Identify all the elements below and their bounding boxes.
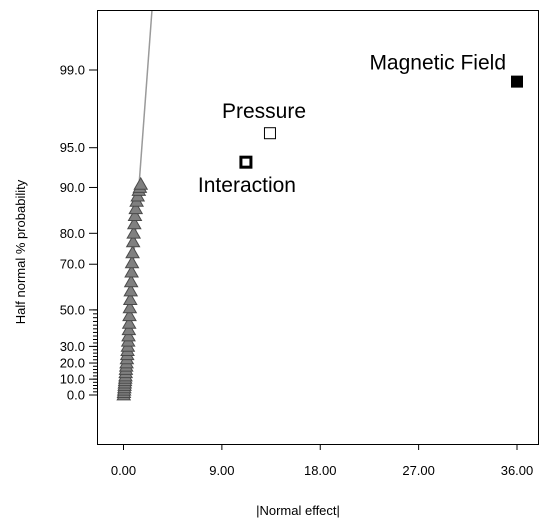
x-tick-label: 9.00 — [209, 463, 234, 478]
x-tick-label: 18.00 — [304, 463, 337, 478]
triangle-point — [122, 300, 138, 314]
triangle-point — [123, 283, 139, 297]
y-tick-label: 70.0 — [60, 257, 85, 272]
point-label: Pressure — [222, 100, 306, 123]
x-axis-title: |Normal effect| — [256, 503, 340, 518]
triangle-point — [124, 264, 139, 278]
data-points — [116, 75, 523, 401]
y-tick-label: 99.0 — [60, 63, 85, 78]
triangle-point — [126, 225, 142, 239]
y-tick-label: 50.0 — [60, 302, 85, 317]
triangle-point — [125, 234, 141, 248]
triangle-point — [123, 274, 139, 288]
triangle-point — [121, 315, 137, 329]
x-tick-label: 0.00 — [111, 463, 136, 478]
triangle-point — [128, 201, 144, 215]
x-tick-label: 36.00 — [501, 463, 534, 478]
triangle-point — [125, 245, 140, 259]
triangle-point — [133, 176, 149, 190]
point-label: Magnetic Field — [369, 52, 506, 75]
y-tick-label: 95.0 — [60, 140, 85, 155]
open-square-point — [263, 127, 276, 140]
y-tick-label: 80.0 — [60, 226, 85, 241]
y-axis: 0.010.020.0 30.0 50.0 70.0 80.0 90.0 95.0 99.0 — [60, 63, 98, 403]
point-label: Interaction — [198, 174, 296, 197]
point-labels: Magnetic Field Pressure Interaction — [198, 52, 506, 198]
triangle-point — [121, 322, 137, 336]
x-tick-label: 27.00 — [402, 463, 435, 478]
y-axis-title: Half normal % probability — [13, 179, 28, 324]
bold-square-point — [239, 155, 253, 169]
plot-frame — [97, 10, 539, 445]
triangle-point — [121, 328, 136, 342]
y-tick-label: 20.0 — [60, 356, 85, 371]
triangle-point — [122, 292, 138, 306]
triangle-point — [122, 308, 137, 322]
y-tick-label: 30.0 — [60, 339, 85, 354]
y-tick-label: 90.0 — [60, 180, 85, 195]
triangle-point — [127, 208, 143, 221]
triangle-point — [124, 255, 140, 269]
x-axis: 0.00 9.00 18.00 27.00 36.00 — [111, 444, 533, 478]
y-tick-label: 10.0 — [60, 372, 85, 387]
y-tick-label: 0.0 — [67, 388, 85, 403]
filled-square-point — [511, 75, 523, 88]
triangle-point — [126, 216, 142, 230]
